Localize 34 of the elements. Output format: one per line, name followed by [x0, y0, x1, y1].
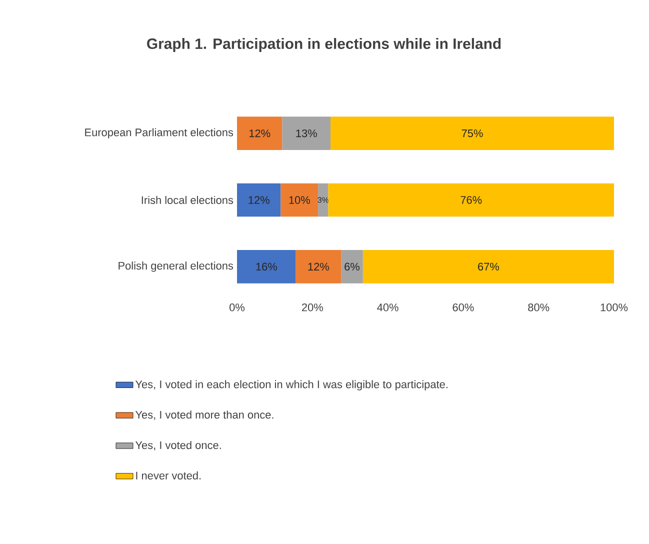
x-tick-label: 60% — [452, 304, 474, 312]
bar — [341, 250, 363, 284]
bar — [330, 116, 614, 150]
legend-label: Yes, I voted once. — [135, 441, 221, 450]
data-label: 12% — [248, 196, 270, 204]
x-tick-label: 20% — [302, 304, 323, 312]
data-label: 13% — [296, 129, 317, 138]
bar — [237, 250, 296, 284]
data-label: 76% — [460, 196, 482, 204]
data-label: 12% — [249, 129, 270, 138]
bar — [362, 250, 614, 284]
data-label: 16% — [256, 262, 277, 271]
chart-title: Graph 1. Participation in elections while in Ireland — [147, 38, 501, 52]
y-tick-label: Polish general elections — [118, 262, 234, 272]
bar — [237, 183, 281, 217]
bar — [328, 183, 614, 217]
y-tick-label: European Parliament elections — [85, 128, 234, 138]
y-tick-label: Irish local elections — [142, 196, 234, 204]
legend-label: Yes, I voted in each election in which I was eligible to participate. — [135, 380, 448, 390]
x-tick-label: 40% — [377, 304, 398, 312]
x-tick-label: 100% — [600, 304, 628, 312]
data-label: 67% — [478, 262, 500, 271]
bar — [237, 116, 282, 150]
data-label: 75% — [462, 129, 483, 138]
data-label: 12% — [308, 262, 329, 271]
bar — [280, 183, 318, 217]
legend-label: I never voted. — [136, 471, 201, 480]
bar — [296, 250, 342, 284]
legend-label: Yes, I voted more than once. — [135, 410, 274, 420]
bar — [282, 116, 331, 150]
data-label: 10% — [289, 196, 310, 204]
x-tick-label: 0% — [230, 304, 245, 312]
x-tick-label: 80% — [528, 304, 550, 312]
data-label: 6% — [344, 262, 360, 271]
